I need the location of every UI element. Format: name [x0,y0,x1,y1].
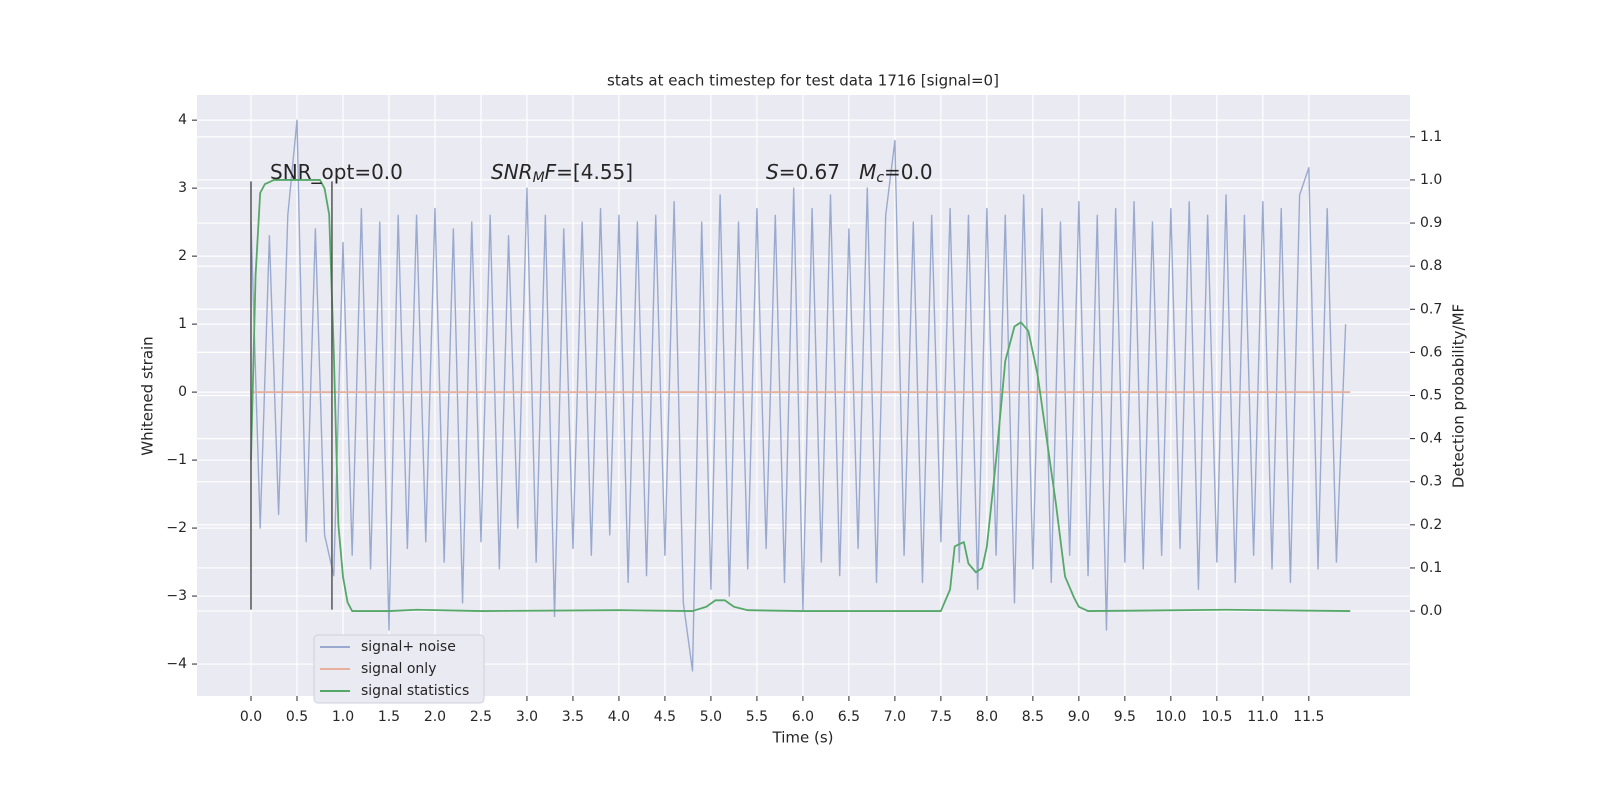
x-tick-label: 3.0 [516,709,538,725]
y-axis-label: Whitened strain [139,336,157,455]
line-series [250,119,1347,672]
annotation-part: =[4.55] [556,160,633,184]
x-tick-label: 8.0 [976,709,998,725]
x-tick-label: 9.0 [1068,709,1090,725]
y2-tick-label: 1.0 [1420,172,1442,188]
annotation-part: SNR_opt=0.0 [270,160,403,184]
x-tick-label: 1.0 [332,709,354,725]
line-series [250,179,1351,612]
x-tick-label: 9.5 [1114,709,1136,725]
annotation-part: M [859,160,876,184]
annotation: SNR_opt=0.0 [270,160,403,184]
legend-label: signal only [361,661,436,677]
y2-tick-label: 0.9 [1420,215,1442,231]
x-tick-label: 7.0 [884,709,906,725]
x-tick-label: 5.0 [700,709,722,725]
x-axis-label: Time (s) [772,729,834,747]
x-tick-label: 10.0 [1155,709,1186,725]
x-tick-label: 0.5 [286,709,308,725]
y-tick-label: −4 [166,656,187,672]
y-tick-label: −3 [166,588,187,604]
annotation-part: SNR [491,160,533,184]
x-tick-label: 5.5 [746,709,768,725]
annotation-part: =0.67 [779,160,859,184]
x-tick-label: 2.5 [470,709,492,725]
annotation-part: F [545,160,557,184]
x-tick-label: 7.5 [930,709,952,725]
x-tick-label: 6.0 [792,709,814,725]
y2-tick-label: 1.1 [1420,129,1442,145]
y2-axis-label: Detection probability/MF [1450,304,1468,488]
annotation-part: =0.0 [884,160,933,184]
annotation-part: c [876,170,884,186]
y2-tick-label: 0.5 [1420,388,1442,404]
annotation-part: M [533,170,545,186]
x-tick-label: 11.0 [1247,709,1278,725]
y2-tick-label: 0.1 [1420,560,1442,576]
y2-tick-label: 0.6 [1420,344,1442,360]
y2-tick-label: 0.7 [1420,301,1442,317]
x-tick-label: 4.5 [654,709,676,725]
y2-tick-label: 0.8 [1420,258,1442,274]
legend-label: signal statistics [361,683,469,699]
y-tick-label: 3 [178,180,187,196]
x-tick-label: 3.5 [562,709,584,725]
y-tick-label: −2 [166,520,187,536]
x-tick-label: 11.5 [1293,709,1324,725]
annotation: S=0.67 Mc=0.0 [766,160,933,187]
y2-tick-label: 0.2 [1420,517,1442,533]
y-tick-label: 1 [178,316,187,332]
y2-tick-label: 0.3 [1420,474,1442,490]
annotation: SNRMF=[4.55] [491,160,633,187]
legend-label: signal+ noise [361,639,456,655]
x-tick-label: 10.5 [1201,709,1232,725]
y-tick-label: −1 [166,452,187,468]
legend-box [313,634,485,704]
x-tick-label: 4.0 [608,709,630,725]
x-tick-label: 6.5 [838,709,860,725]
y-tick-label: 4 [178,112,187,128]
x-tick-label: 8.5 [1022,709,1044,725]
x-tick-label: 2.0 [424,709,446,725]
annotation-part: S [766,160,779,184]
chart-title: stats at each timestep for test data 171… [607,72,999,90]
x-tick-label: 0.0 [240,709,262,725]
y2-tick-label: 0.4 [1420,431,1442,447]
y2-tick-label: 0.0 [1420,603,1442,619]
y-tick-label: 2 [178,248,187,264]
x-tick-label: 1.5 [378,709,400,725]
y-tick-label: 0 [178,384,187,400]
